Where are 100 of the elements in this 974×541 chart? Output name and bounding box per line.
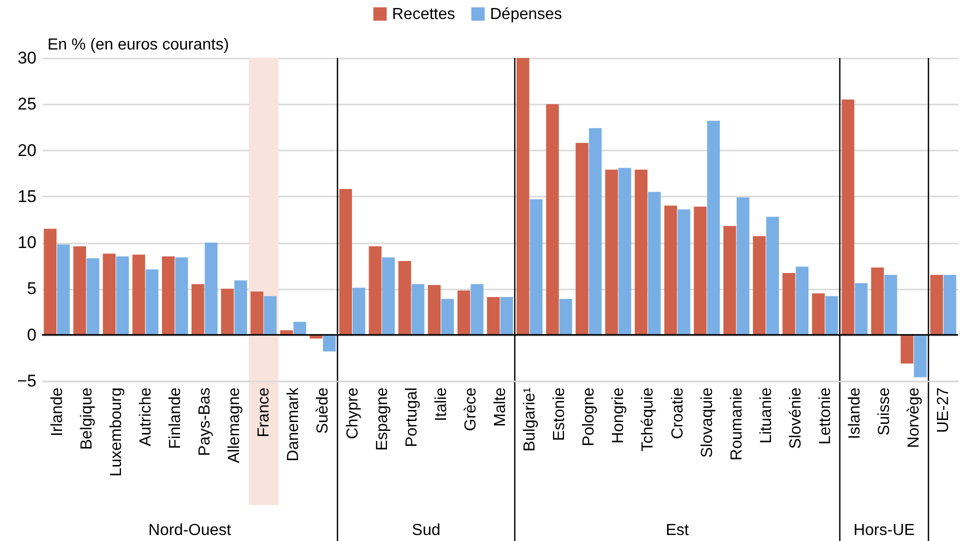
x-tick-label: Hongrie	[610, 387, 628, 444]
bar	[648, 192, 661, 335]
bar	[546, 104, 559, 335]
x-tick-label: Lettonie	[817, 387, 834, 444]
x-tick-label: Roumanie	[728, 387, 746, 460]
x-tick-label: Autriche	[137, 387, 154, 446]
x-tick-label: Belgique	[78, 387, 96, 450]
bar	[884, 274, 898, 335]
bar	[175, 257, 188, 335]
bar	[382, 257, 395, 335]
bar	[470, 284, 484, 335]
bar	[412, 284, 424, 335]
bar	[634, 170, 648, 335]
x-tick-label: Slovaquie	[698, 387, 716, 458]
x-tick-label: Italie	[432, 387, 450, 422]
x-tick-label: France	[256, 387, 273, 438]
x-tick-label: Danemark	[285, 386, 302, 462]
x-tick-label: Slovénie	[787, 387, 804, 449]
bar	[752, 236, 766, 335]
bar	[723, 226, 736, 335]
bar	[441, 298, 454, 335]
bar	[204, 242, 218, 335]
x-tick-label: Croatie	[669, 387, 686, 440]
x-tick-label: Allemagne	[226, 387, 244, 464]
x-tick-label: Suède	[314, 387, 332, 434]
text: Hors-UE	[853, 522, 915, 539]
bar	[368, 246, 382, 335]
bar	[605, 170, 618, 335]
x-tick-label: Pays-Bas	[196, 388, 214, 456]
bar	[428, 285, 441, 335]
x-tick-label: Suisse	[876, 387, 894, 436]
bar	[352, 288, 366, 335]
y-axis-title: En % (en euros courants)	[48, 36, 229, 54]
x-tick-label: Islande	[846, 387, 864, 440]
bar	[102, 254, 116, 335]
bar	[914, 334, 927, 378]
bar	[943, 274, 956, 335]
bar	[796, 266, 808, 335]
bar	[457, 290, 470, 335]
bar	[322, 334, 336, 352]
bar	[132, 254, 146, 335]
y-tick-label: 5	[27, 279, 36, 298]
bar	[86, 258, 100, 335]
bar	[736, 197, 750, 335]
x-tick-label: Pologne	[580, 387, 598, 446]
y-tick-label: −5	[17, 372, 36, 390]
x-tick-label: Grèce	[462, 387, 480, 432]
bar	[694, 206, 707, 335]
y-tick-label: 25	[18, 94, 36, 114]
x-tick-label: Tchéquie	[640, 387, 657, 452]
x-tick-label: Irlande	[48, 387, 66, 436]
x-tick-label: Norvège	[906, 387, 923, 448]
bar	[264, 296, 277, 335]
bar	[678, 209, 690, 335]
y-tick-label: 10	[18, 233, 36, 252]
bar	[221, 288, 234, 335]
bar	[559, 298, 572, 335]
bar	[782, 273, 796, 335]
y-tick-label: 30	[18, 48, 36, 68]
bar	[871, 267, 884, 335]
text: Sud	[412, 522, 440, 539]
bar	[900, 334, 914, 364]
bar	[293, 322, 306, 335]
bar	[516, 58, 530, 335]
x-tick-label: Lituanie	[758, 387, 775, 444]
y-tick-label: 0	[27, 325, 36, 344]
bar	[146, 269, 158, 335]
bar	[57, 244, 70, 335]
x-tick-label: Bulgarie¹	[522, 388, 539, 452]
x-tick-label: Estonie	[551, 387, 568, 441]
bar	[398, 261, 412, 335]
bar	[812, 293, 825, 335]
bar	[73, 246, 86, 335]
x-tick-label: UE-27	[935, 387, 952, 433]
bar	[250, 291, 264, 335]
bar	[162, 256, 175, 335]
bar	[707, 120, 720, 335]
bar	[487, 297, 500, 335]
x-tick-label: Luxembourg	[108, 388, 125, 476]
bar	[339, 189, 352, 335]
bar	[576, 142, 588, 335]
x-tick-label: Chypre	[344, 387, 362, 440]
x-tick-label: Portugal	[403, 388, 420, 448]
bar	[842, 100, 854, 335]
bar	[854, 283, 868, 335]
text: Nord-Ouest	[148, 522, 232, 539]
bar	[618, 168, 632, 335]
bar	[530, 199, 543, 335]
bar	[500, 297, 513, 335]
y-tick-label: 15	[18, 186, 36, 206]
bar	[44, 228, 57, 335]
y-tick-label: 20	[18, 140, 36, 160]
bar	[930, 274, 943, 335]
bar	[234, 280, 248, 335]
bar	[588, 128, 602, 335]
legend-label: Dépenses	[490, 6, 562, 23]
x-tick-label: Finlande	[166, 387, 184, 449]
bar	[116, 256, 129, 335]
x-tick-label: Espagne	[374, 387, 391, 451]
bar	[766, 216, 779, 335]
